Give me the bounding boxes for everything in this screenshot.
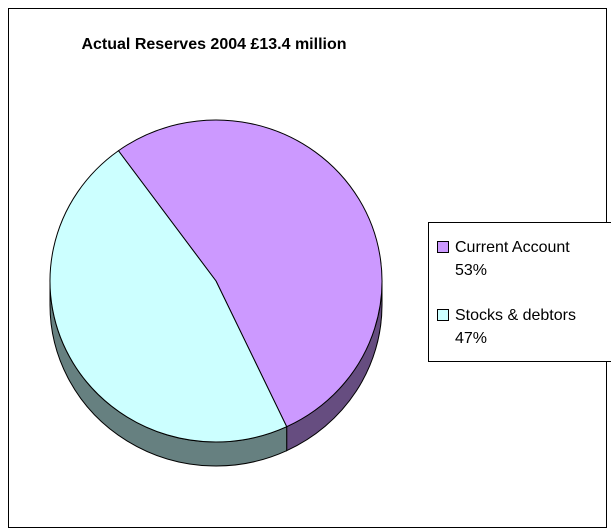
legend-label-current-account: Current Account xyxy=(455,239,570,256)
legend-label-stocks-debtors: Stocks & debtors xyxy=(455,307,576,324)
legend-swatch-stocks-debtors xyxy=(437,309,449,321)
pie-chart xyxy=(49,119,383,467)
pie-slice-current-account xyxy=(117,119,383,428)
pie-slice-stocks-debtors xyxy=(49,150,288,443)
legend-swatch-current-account xyxy=(437,241,449,253)
legend-percent-stocks-debtors: 47% xyxy=(455,330,488,347)
legend: Current Account 53% Stocks & debtors 47% xyxy=(428,222,611,362)
legend-percent-current-account: 53% xyxy=(455,262,488,279)
chart-title: Actual Reserves 2004 £13.4 million xyxy=(81,36,347,53)
